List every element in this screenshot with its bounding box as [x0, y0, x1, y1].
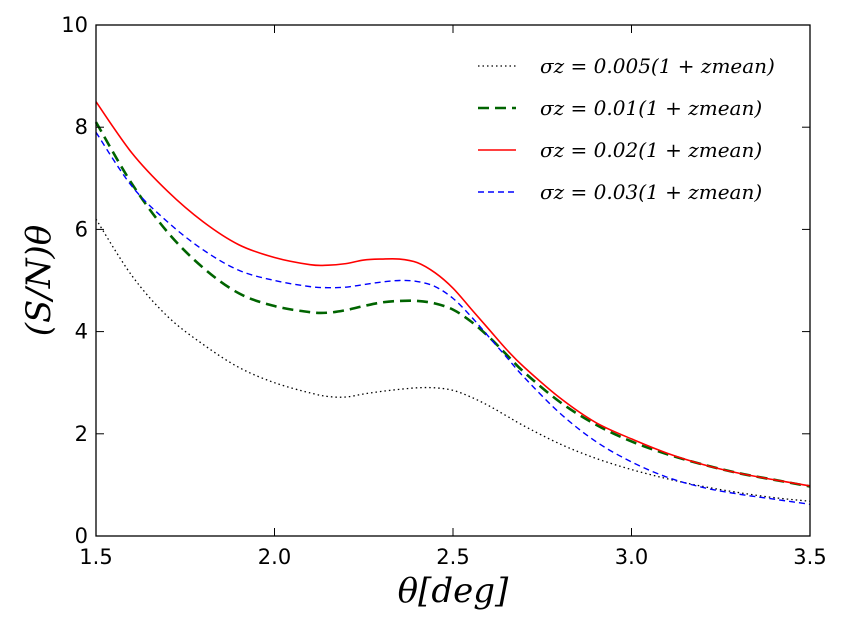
y-tick-label-2: 2: [75, 422, 88, 446]
legend-label-4: σz = 0.03(1 + zmean): [540, 180, 762, 204]
series-line-4: [95, 131, 811, 506]
x-axis-label: θ[deg]: [398, 571, 509, 611]
x-tick-label-2-0: 2.0: [258, 545, 291, 569]
plot-series: [94, 101, 811, 506]
legend-label-2: σz = 0.01(1 + zmean): [540, 96, 762, 120]
legend: σz = 0.005(1 + zmean) σz = 0.01(1 + zmean…: [478, 54, 775, 204]
x-tick-label-3-5: 3.5: [793, 545, 826, 569]
y-axis-label: (S/N)θ: [19, 225, 59, 337]
y-tick-label-4: 4: [75, 320, 88, 344]
y-tick-label-8: 8: [75, 115, 88, 139]
series-line-2: [94, 121, 811, 488]
x-tick-label-2-5: 2.5: [436, 545, 469, 569]
y-tick-label-6: 6: [75, 217, 88, 241]
x-tick-label-1-5: 1.5: [79, 545, 112, 569]
legend-label-3: σz = 0.02(1 + zmean): [540, 138, 762, 162]
x-tick-label-3-0: 3.0: [615, 545, 648, 569]
axis-ticks: 1.5 2.0 2.5 3.0 3.5 0 2 4 6 8 10: [61, 13, 826, 569]
series-line-3: [95, 101, 811, 487]
series-line-1: [95, 218, 811, 502]
y-tick-label-10: 10: [61, 13, 88, 37]
legend-label-1: σz = 0.005(1 + zmean): [540, 54, 775, 78]
y-tick-label-0: 0: [75, 524, 88, 548]
